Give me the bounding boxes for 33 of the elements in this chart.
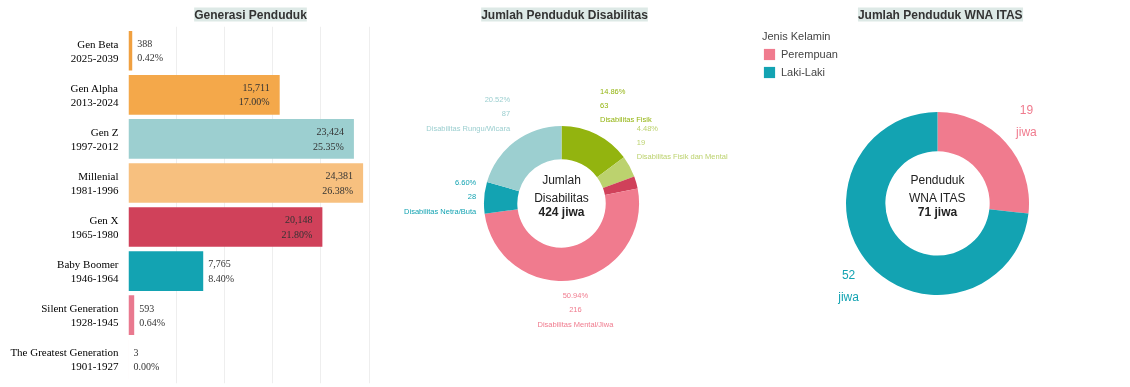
bar [128,74,280,115]
y-tick-label: Baby Boomer 1946-1964 [57,257,119,285]
data-label: 3 0.00% [133,346,160,372]
data-label: 20,148 21.80% [281,214,313,240]
chart-title: Generasi Penduduk [194,7,308,22]
data-label: 7,765 8.40% [208,258,235,284]
text: 424 jiwa [538,205,585,220]
y-tick-label: The Greatest Generation 1901-1927 [10,346,119,373]
y-tick-label: Millenial 1981-1996 [70,169,119,197]
legend-label: Perempuan [781,47,838,61]
data-label: 23,424 25.35% [313,126,344,152]
bar [128,251,204,291]
data-label: 593 0.64% [139,302,166,328]
data-label: 24,381 26.38% [322,170,354,196]
data-label: 388 0.42% [137,38,164,64]
chart-title: Jumlah Penduduk WNA ITAS [857,7,1023,22]
legend-title: Jenis Kelamin [762,30,832,42]
legend-label: Laki-Laki [781,65,826,79]
bar [128,119,354,159]
data-label: 52 jiwa [837,267,860,304]
data-label: 19 jiwa [1015,102,1038,140]
bar [128,207,323,247]
chart-title: Jumlah Penduduk Disabilitas [481,7,649,22]
bar [128,163,364,203]
y-tick-label: Silent Generation 1928-1945 [41,301,119,329]
y-tick-label: Gen Z 1997-2012 [70,125,119,153]
text: 71 jiwa [917,205,958,220]
y-tick-label: Gen X 1965-1980 [70,213,119,241]
text: Jumlah Disabilitas [534,173,589,206]
text: Penduduk WNA ITAS [908,173,966,206]
data-label: 15,711 17.00% [238,82,270,108]
y-tick-label: Gen Beta 2025-2039 [70,37,119,64]
y-tick-label: Gen Alpha 2013-2024 [70,81,119,109]
